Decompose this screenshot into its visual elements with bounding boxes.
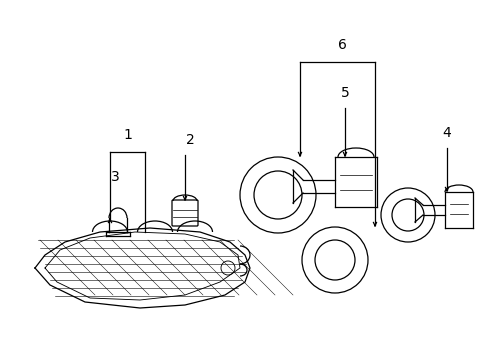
Text: 5: 5 (340, 86, 348, 100)
Text: 4: 4 (442, 126, 450, 140)
Text: 1: 1 (123, 128, 132, 142)
Text: 3: 3 (110, 170, 119, 184)
Text: 6: 6 (337, 38, 346, 52)
Text: 2: 2 (185, 133, 194, 147)
